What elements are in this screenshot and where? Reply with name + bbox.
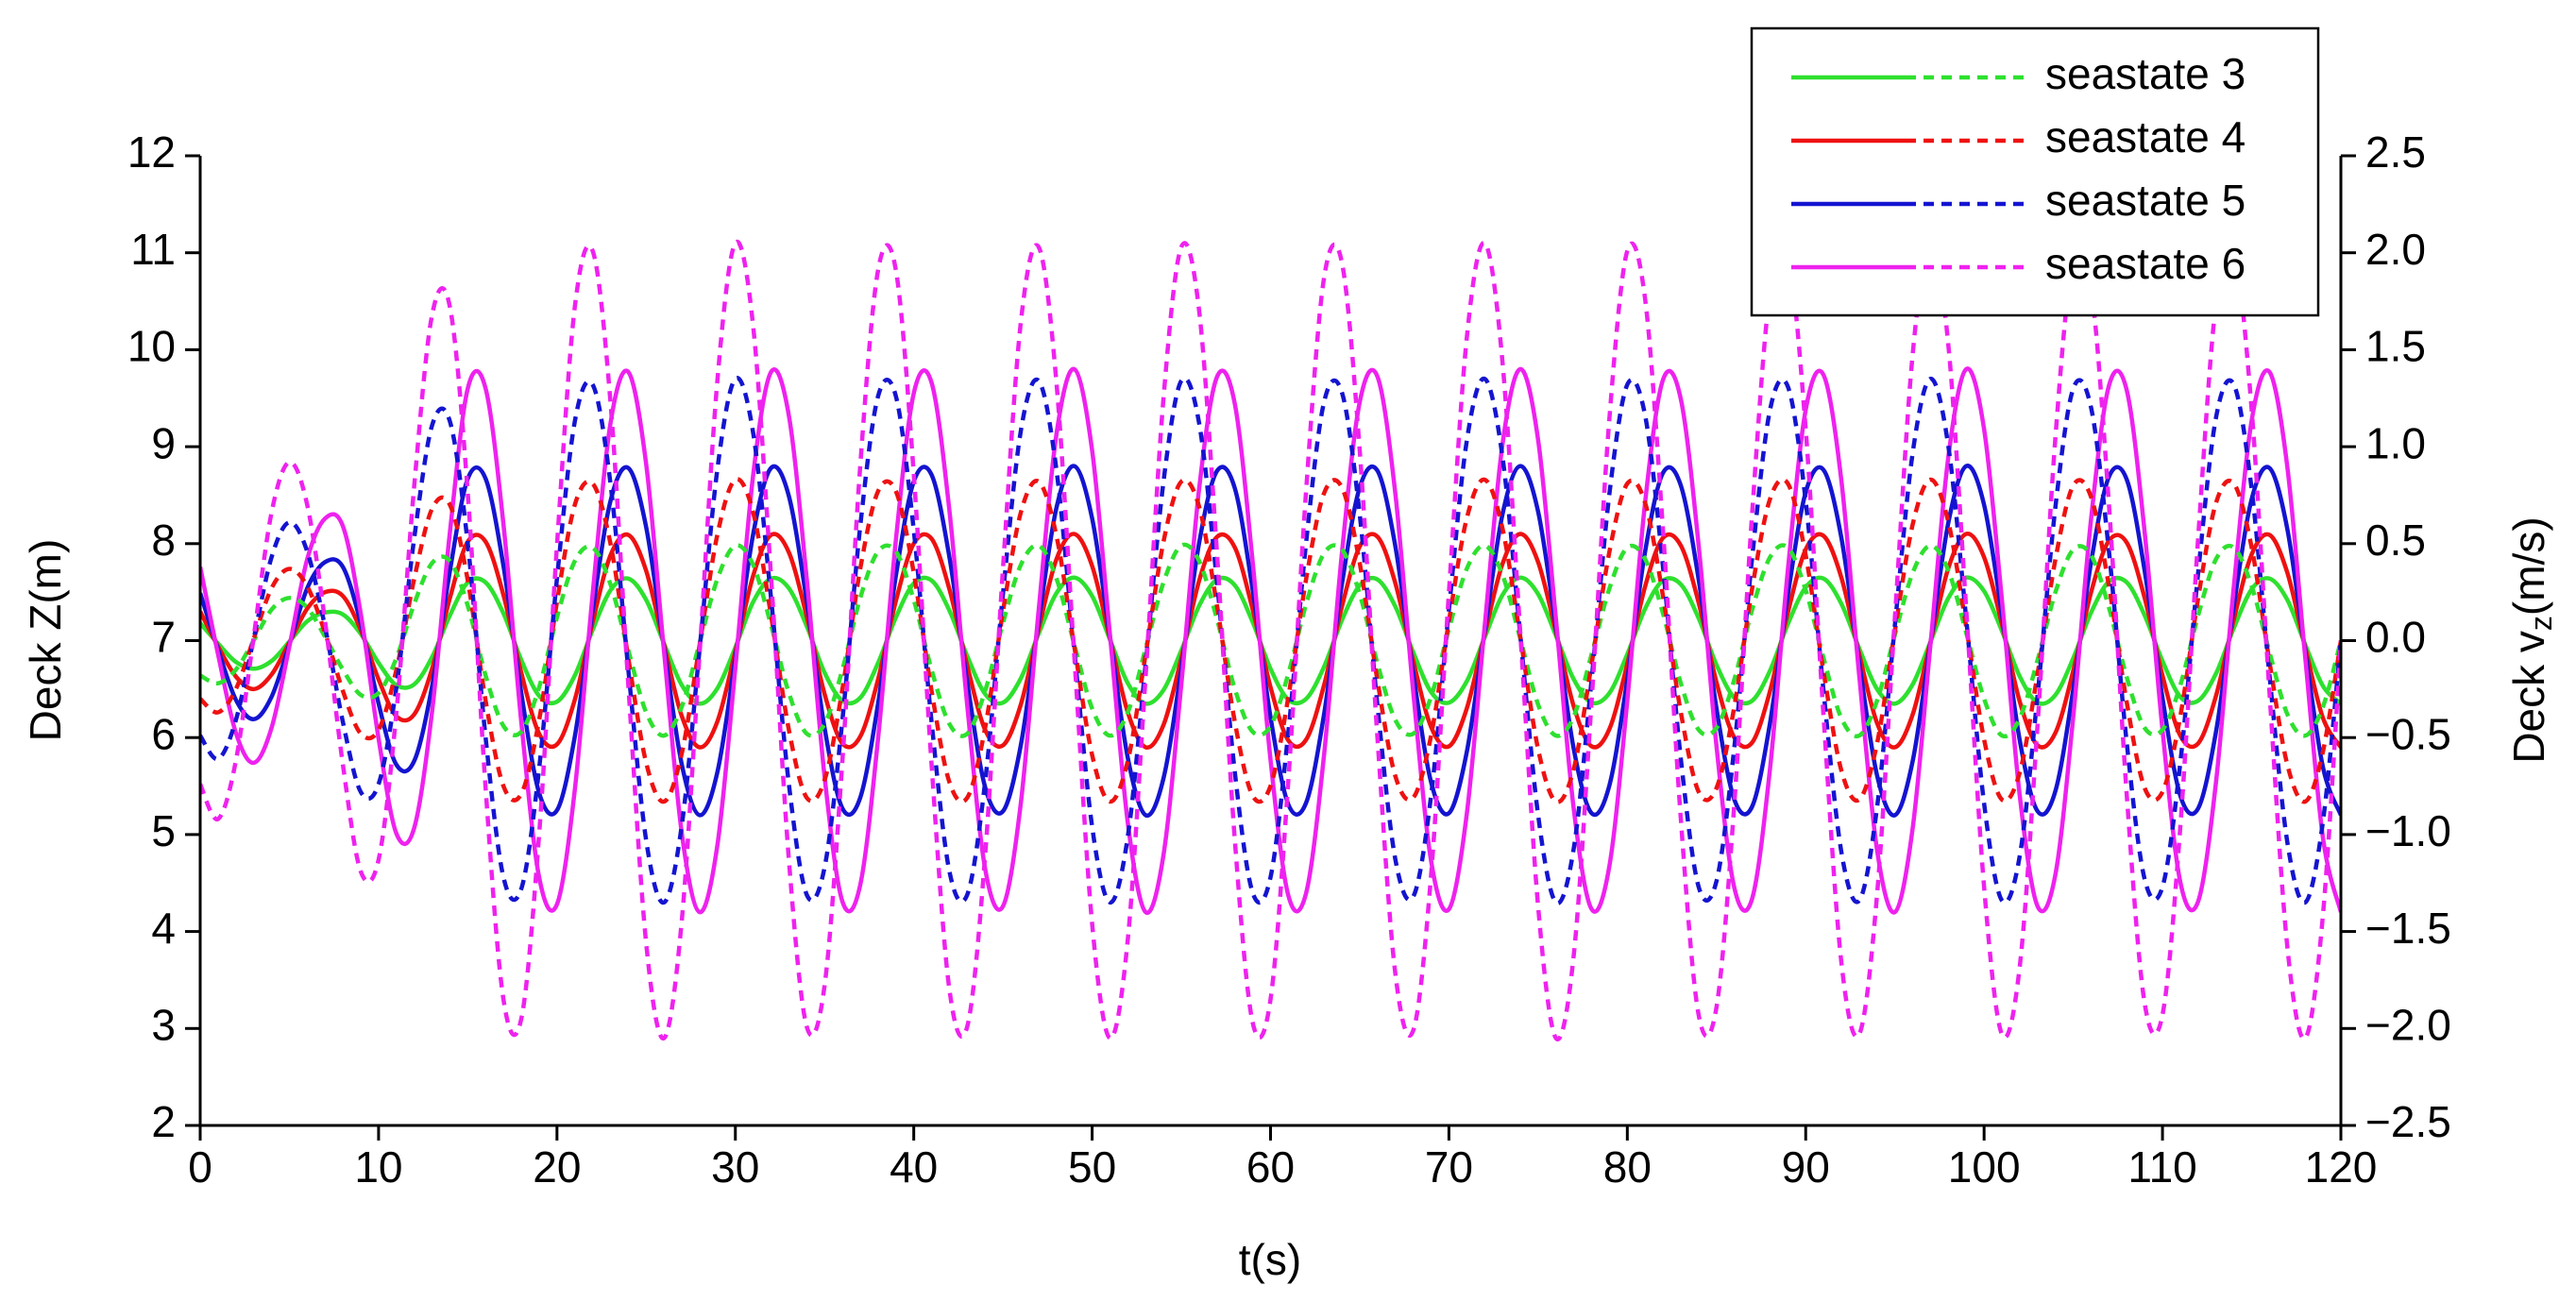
y-tick-label: 4 [151, 904, 176, 953]
y-tick-label: 6 [151, 709, 176, 758]
y2-tick-label: −1.5 [2365, 904, 2451, 953]
axes: 0 10 20 30 40 50 60 70 80 90 100 110 120 2 3 4 5 6 7 8 9 10 11… [127, 127, 2451, 1192]
y-tick-label: 2 [151, 1097, 176, 1146]
x-tick-label: 20 [533, 1142, 581, 1192]
y2-tick-label: 1.0 [2365, 418, 2426, 467]
y2-tick-label: −2.5 [2365, 1097, 2451, 1146]
y-tick-label: 10 [127, 322, 176, 371]
y2-tick-label: 1.5 [2365, 322, 2426, 371]
x-axis-title: t(s) [1239, 1235, 1301, 1284]
x-tick-label: 80 [1603, 1142, 1652, 1192]
dashed-line [200, 239, 2341, 1042]
solid-line [200, 366, 2341, 916]
y-tick-label: 11 [130, 225, 176, 274]
y-tick-label: 3 [151, 1000, 176, 1049]
y2-title-part: Deck v [2504, 631, 2553, 764]
y2-tick-label: −0.5 [2365, 709, 2451, 758]
y-tick-label: 7 [151, 613, 176, 662]
x-tick-label: 120 [2305, 1142, 2378, 1192]
x-tick-label: 40 [890, 1142, 938, 1192]
y-tick-label: 8 [151, 516, 176, 565]
x-tick-label: 0 [188, 1142, 212, 1192]
y2-title-part: (m/s) [2504, 516, 2553, 616]
y2-tick-label: 2.0 [2365, 225, 2426, 274]
x-tick-label: 70 [1425, 1142, 1473, 1192]
dashed-line [200, 376, 2341, 905]
y2-axis-title: Deck vz(m/s) [2504, 516, 2558, 763]
legend: seastate 3 seastate 4 seastate 5 seastate 6 [1750, 26, 2320, 317]
y-tick-label: 9 [151, 418, 176, 467]
legend-label: seastate 4 [2045, 112, 2246, 161]
solid-line [200, 575, 2341, 706]
y-tick-label: 5 [151, 806, 176, 855]
y2-tick-label: 0.0 [2365, 613, 2426, 662]
x-tick-label: 100 [1948, 1142, 2021, 1192]
legend-label: seastate 3 [2045, 49, 2246, 98]
y2-tick-label: 2.5 [2365, 127, 2426, 177]
x-tick-label: 30 [711, 1142, 759, 1192]
x-tick-label: 50 [1068, 1142, 1116, 1192]
x-tick-label: 110 [2127, 1142, 2196, 1192]
legend-label: seastate 6 [2045, 239, 2246, 288]
legend-label: seastate 5 [2045, 176, 2246, 225]
dashed-line [200, 542, 2341, 739]
y2-tick-label: 0.5 [2365, 516, 2426, 565]
y2-title-sub: z [2524, 616, 2558, 631]
y-tick-label: 12 [127, 127, 176, 177]
x-tick-label: 90 [1782, 1142, 1830, 1192]
plot-lines [200, 239, 2341, 1042]
dashed-line [200, 477, 2341, 804]
x-tick-label: 60 [1246, 1142, 1295, 1192]
y2-tick-label: −1.0 [2365, 806, 2451, 855]
x-tick-label: 10 [354, 1142, 402, 1192]
y-axis-title: Deck Z(m) [21, 539, 70, 742]
y2-tick-label: −2.0 [2365, 1000, 2451, 1049]
